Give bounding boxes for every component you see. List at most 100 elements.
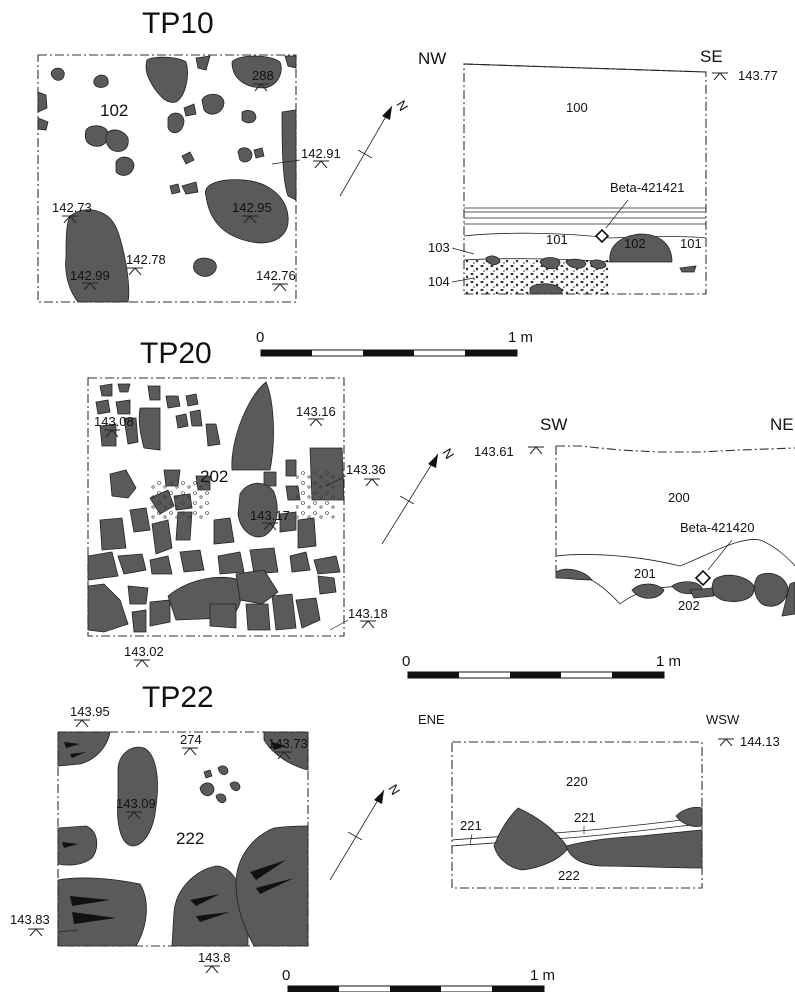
- elevation-marker: [528, 446, 544, 454]
- tp10-section: NW SE 143.77 Beta-421421 100 101: [418, 47, 778, 295]
- tp22-section-elev: 144.13: [740, 734, 780, 749]
- tp20-scale-bar: 0 1 m: [402, 653, 681, 679]
- elev-label: 274: [180, 732, 202, 747]
- elev-label: 143.08: [94, 414, 134, 429]
- tp10-panel: TP10: [37, 7, 778, 357]
- elev-label: 143.83: [10, 912, 50, 927]
- tp20-plan-frame: [87, 377, 345, 637]
- elev-label: 142.95: [232, 200, 272, 215]
- tp22-ctx-220: 220: [566, 774, 588, 789]
- tp22-scale-bar: 0 1 m: [282, 967, 555, 992]
- elev-label: 288: [252, 68, 274, 83]
- tp10-north-arrow: N: [339, 98, 411, 197]
- tp20-plan: 202 143.08 143.16 143.36 143.17 143.18 1…: [87, 377, 388, 667]
- tp10-ctx-101b: 101: [680, 236, 702, 251]
- tp22-panel: TP22: [10, 681, 780, 992]
- tp20-sample-marker: [694, 569, 712, 587]
- elevation-marker: [360, 620, 376, 628]
- elev-label: 143.95: [70, 704, 110, 719]
- tp22-ctx-222: 222: [558, 868, 580, 883]
- tp20-north-arrow: N: [381, 446, 457, 545]
- scale-zero-label: 0: [402, 653, 410, 670]
- tp10-dir-right: SE: [700, 47, 723, 66]
- tp10-plan-stones: [37, 55, 297, 303]
- tp10-plan-elevations: 288 142.91 142.73 142.95 142.78 142.99 1…: [52, 68, 341, 291]
- tp10-ctx-104: 104: [428, 274, 450, 289]
- tp22-section: ENE WSW 144.13 220 221 221 222: [418, 712, 780, 889]
- tp10-sample-label: Beta-421421: [610, 180, 684, 195]
- tp10-dir-left: NW: [418, 49, 446, 68]
- north-label: N: [385, 782, 403, 798]
- elevation-marker: [718, 738, 734, 746]
- elevation-marker: [712, 72, 728, 80]
- tp20-dir-left: SW: [540, 415, 567, 434]
- elevation-marker: [272, 283, 288, 291]
- elev-label: 143.09: [116, 796, 156, 811]
- tp10-ctx-101: 101: [546, 232, 568, 247]
- tp22-ctx-221b: 221: [574, 810, 596, 825]
- tp20-ctx-201: 201: [634, 566, 656, 581]
- scale-end-label: 1 m: [508, 329, 533, 346]
- tp20-ctx-202: 202: [678, 598, 700, 613]
- tp22-title: TP22: [142, 681, 214, 714]
- elevation-marker: [364, 478, 380, 486]
- elev-label: 142.73: [52, 200, 92, 215]
- elevation-marker: [134, 659, 150, 667]
- tp22-dir-right: WSW: [706, 712, 740, 727]
- scale-end-label: 1 m: [530, 967, 555, 984]
- elev-label: 142.76: [256, 268, 296, 283]
- elev-label: 143.73: [268, 736, 308, 751]
- tp20-pebble-area-2: [296, 470, 336, 520]
- tp10-plan: 102 288 142.91 142.73 142.95 142.78 142.…: [37, 54, 341, 303]
- elevation-marker: [313, 160, 329, 168]
- north-label: N: [393, 98, 411, 114]
- tp22-stone-hachures: [62, 742, 294, 924]
- tp20-plan-elevations: 143.08 143.16 143.36 143.17 143.18 143.0…: [94, 404, 388, 667]
- elev-label: 143.17: [250, 508, 290, 523]
- tp22-dir-left: ENE: [418, 712, 445, 727]
- tp10-ctx-100: 100: [566, 100, 588, 115]
- scale-end-label: 1 m: [656, 653, 681, 670]
- tp10-scale-bar: 0 1 m: [256, 329, 533, 357]
- tp22-plan-stones: [57, 731, 309, 947]
- tp22-ctx-221: 221: [460, 818, 482, 833]
- tp20-context-label: 202: [200, 467, 228, 486]
- tp22-context-label: 222: [176, 829, 204, 848]
- tp20-section-elev: 143.61: [474, 444, 514, 459]
- scale-zero-label: 0: [282, 967, 290, 984]
- elevation-marker: [182, 747, 198, 755]
- elev-label: 143.36: [346, 462, 386, 477]
- tp20-panel: TP20: [87, 337, 795, 679]
- elev-label: 143.18: [348, 606, 388, 621]
- elevation-marker: [204, 965, 220, 973]
- tp20-ctx-200: 200: [668, 490, 690, 505]
- tp20-pebble-area: [150, 480, 210, 520]
- tp10-title: TP10: [142, 7, 214, 40]
- tp22-north-arrow: N: [329, 782, 403, 881]
- elev-label: 143.16: [296, 404, 336, 419]
- north-label: N: [439, 446, 457, 462]
- tp20-sample-label: Beta-421420: [680, 520, 754, 535]
- tp10-ctx-103: 103: [428, 240, 450, 255]
- elev-label: 143.02: [124, 644, 164, 659]
- elev-label: 143.8: [198, 950, 231, 965]
- tp22-plan-elevations: 143.95 274 143.73 143.09 143.83 143.8: [10, 704, 308, 973]
- elevation-marker: [308, 418, 324, 426]
- tp10-sample-marker: [594, 228, 610, 244]
- tp10-section-elev: 143.77: [738, 68, 778, 83]
- elevation-marker: [127, 267, 143, 275]
- elev-label: 142.78: [126, 252, 166, 267]
- tp20-title: TP20: [140, 337, 212, 370]
- tp10-context-label: 102: [100, 101, 128, 120]
- elevation-marker: [74, 719, 90, 727]
- elev-label: 142.99: [70, 268, 110, 283]
- tp22-plan: 222 143.95 274 143.73 143.09 143.83 143.…: [10, 704, 309, 973]
- elev-label: 142.91: [301, 146, 341, 161]
- tp10-ctx-102: 102: [624, 236, 646, 251]
- tp20-plan-stones: [87, 381, 345, 633]
- tp20-dir-right: NE: [770, 415, 794, 434]
- tp20-section-top: [556, 445, 795, 453]
- tp20-section: SW NE 143.61 Beta-421420 200 201 202: [474, 415, 795, 617]
- elevation-marker: [28, 928, 44, 936]
